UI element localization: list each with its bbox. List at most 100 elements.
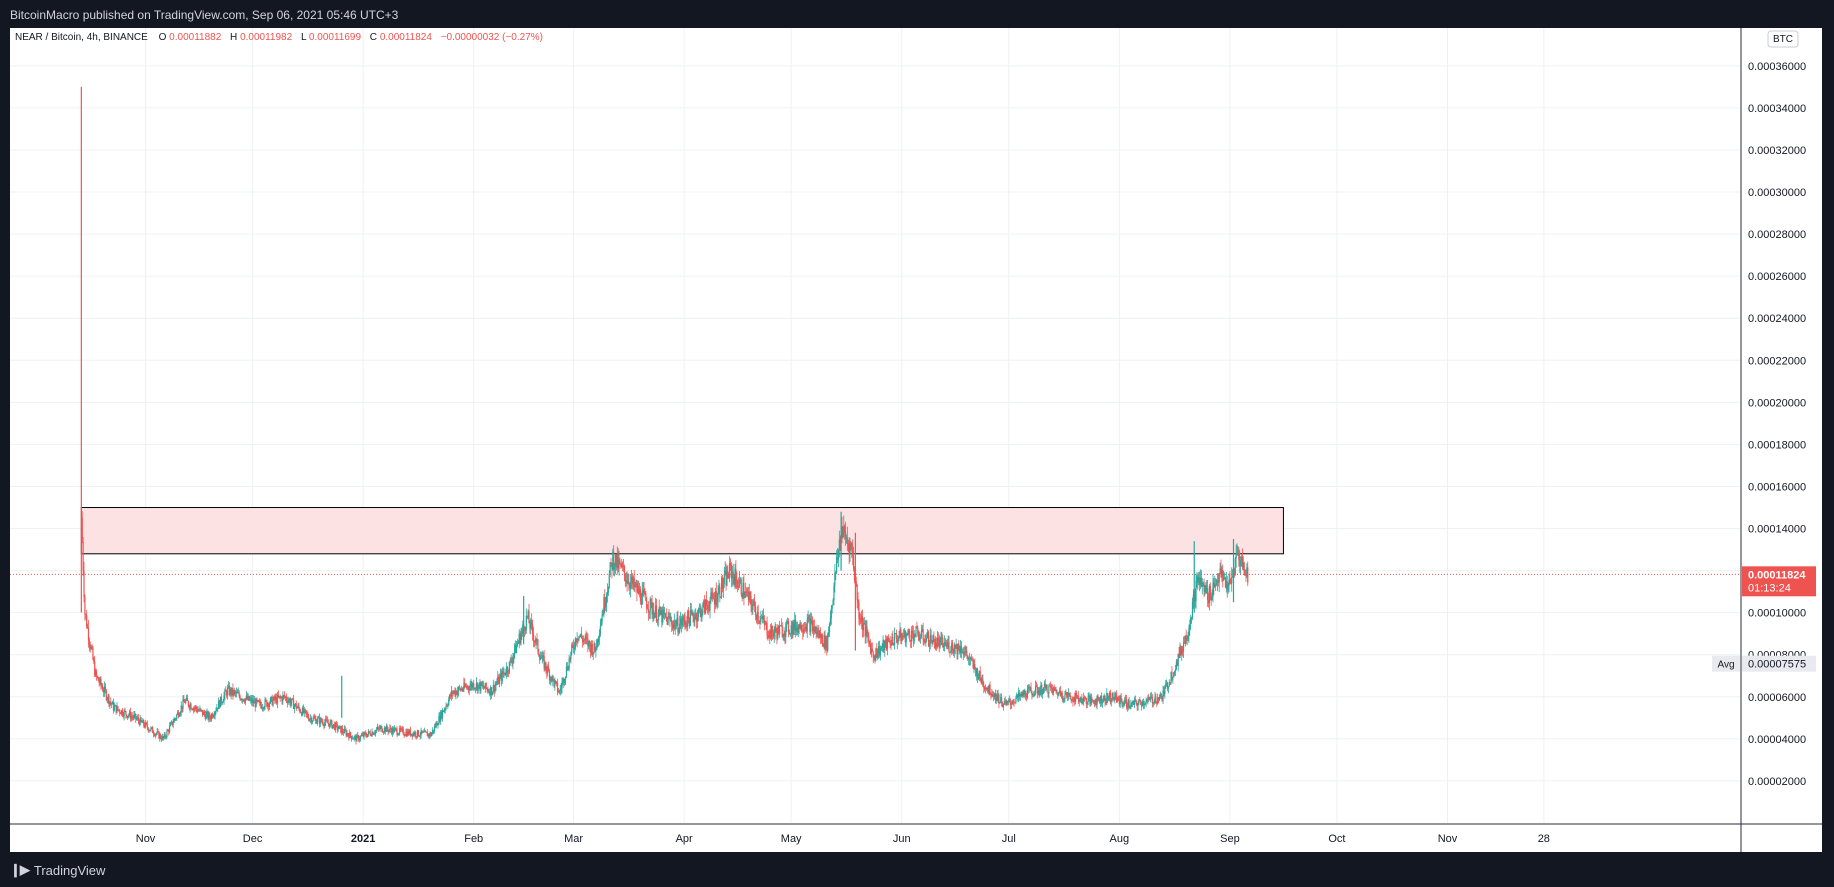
- candle-body: [958, 643, 960, 651]
- candle-body: [957, 643, 959, 655]
- candle-body: [1028, 687, 1030, 689]
- candle-body: [664, 613, 667, 617]
- candle-body: [635, 583, 637, 586]
- candle-body: [297, 705, 299, 708]
- y-tick-label: 0.00022000: [1748, 355, 1806, 367]
- candle-body: [1037, 690, 1039, 694]
- candle-body: [539, 655, 541, 660]
- candle-body: [1042, 687, 1045, 694]
- candle-body: [532, 633, 535, 641]
- candle-body: [529, 623, 531, 629]
- candle-body: [881, 647, 883, 649]
- candle-body: [846, 537, 848, 543]
- x-tick-label: May: [781, 833, 802, 845]
- candle-body: [730, 564, 733, 579]
- candle-body: [955, 644, 957, 649]
- candle-body: [808, 617, 810, 619]
- candle-body: [548, 666, 550, 671]
- tradingview-brand[interactable]: ❙▶ TradingView: [10, 862, 105, 878]
- candle-body: [1075, 693, 1077, 703]
- candle-body: [417, 730, 420, 736]
- candle-body: [860, 620, 862, 622]
- candle-body: [859, 618, 861, 621]
- candle-body: [283, 695, 285, 697]
- candle-body: [311, 720, 313, 723]
- candle-body: [284, 696, 287, 698]
- candle-body: [104, 686, 107, 691]
- candle-body: [444, 708, 446, 710]
- candle-body: [624, 573, 626, 582]
- candle-body: [1040, 684, 1042, 691]
- candle-body: [1058, 692, 1060, 696]
- candle-body: [87, 627, 90, 641]
- candle-body: [1207, 588, 1209, 601]
- time-axis[interactable]: Nov Dec 2021 Feb Mar Apr May Jun Jul Aug Sep Oct Nov…: [136, 833, 1550, 845]
- candle-body: [791, 625, 793, 635]
- legend-low-label: L: [301, 32, 307, 43]
- candle-body: [1228, 579, 1230, 586]
- candle-body: [570, 652, 572, 660]
- candle-body: [276, 697, 278, 704]
- candle-body: [1034, 694, 1036, 696]
- candle-body: [946, 643, 948, 647]
- candle-body: [136, 718, 138, 720]
- candle-body: [1201, 584, 1203, 587]
- candle-body: [119, 710, 121, 713]
- candle-body: [677, 617, 679, 633]
- candle-body: [1108, 697, 1110, 700]
- candle-body: [638, 586, 640, 594]
- candle-body: [416, 736, 418, 738]
- candle-body: [95, 671, 98, 677]
- candle-body: [628, 581, 630, 586]
- candle-body: [1145, 700, 1147, 704]
- candle-body: [124, 710, 126, 712]
- x-tick-label: Aug: [1110, 833, 1130, 845]
- candle-body: [1083, 697, 1086, 699]
- candle-body: [93, 659, 95, 662]
- candle-body: [974, 664, 976, 669]
- candle-body: [878, 646, 881, 656]
- candle-body: [366, 734, 369, 737]
- candle-body: [1116, 695, 1118, 702]
- candle-body: [548, 670, 551, 681]
- candle-body: [920, 631, 922, 637]
- candle-body: [595, 650, 597, 652]
- candle-body: [993, 696, 995, 698]
- candle-body: [274, 696, 276, 701]
- candle-body: [710, 592, 712, 602]
- candle-body: [988, 684, 990, 692]
- candle-body: [794, 619, 796, 630]
- candle-body: [168, 730, 170, 733]
- publish-header: BitcoinMacro published on TradingView.co…: [0, 0, 1834, 28]
- candle-body: [599, 626, 601, 635]
- candle-body: [533, 640, 535, 642]
- candle-body: [1225, 581, 1227, 588]
- candle-body: [260, 705, 263, 709]
- candle-body: [623, 566, 626, 574]
- candle-body: [990, 694, 992, 696]
- candle-body: [94, 661, 96, 676]
- price-axis[interactable]: 0.000020000.000040000.000060000.00008000…: [1748, 19, 1806, 788]
- candle-body: [867, 633, 869, 636]
- price-chart[interactable]: NEAR / Bitcoin, 4h, BINANCE O 0.00011882…: [10, 19, 1822, 852]
- candle-body: [505, 674, 507, 676]
- candle-body: [111, 703, 113, 705]
- candle-body: [740, 579, 742, 595]
- current-price-value: 0.00011824: [1748, 569, 1806, 581]
- candle-body: [234, 690, 236, 692]
- candle-body: [100, 678, 102, 686]
- candle-body: [96, 676, 98, 678]
- candle-body: [141, 721, 143, 723]
- candle-body: [820, 634, 823, 639]
- candle-body: [467, 686, 469, 689]
- candle-body: [469, 686, 471, 691]
- candle-body: [834, 572, 836, 586]
- currency-badge[interactable]: BTC: [1767, 30, 1799, 48]
- candle-body: [682, 616, 684, 622]
- candle-body: [1187, 636, 1189, 639]
- candle-body: [992, 694, 994, 697]
- candle-body: [315, 718, 317, 724]
- candle-body: [745, 591, 748, 593]
- candle-body: [579, 636, 581, 638]
- candle-body: [542, 655, 544, 657]
